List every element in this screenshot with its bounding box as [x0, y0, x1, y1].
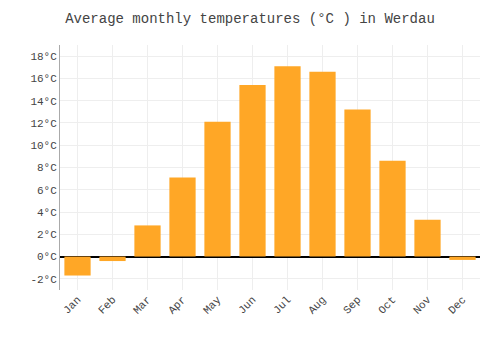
svg-text:-2°C: -2°C — [30, 274, 57, 286]
svg-text:Feb: Feb — [96, 294, 118, 316]
svg-text:16°C: 16°C — [30, 73, 57, 85]
svg-text:6°C: 6°C — [37, 185, 57, 197]
svg-text:Nov: Nov — [411, 294, 434, 317]
svg-text:Oct: Oct — [376, 294, 398, 316]
svg-text:Dec: Dec — [446, 294, 468, 316]
svg-text:Aug: Aug — [306, 294, 328, 316]
svg-text:Average monthly temperatures (: Average monthly temperatures (°C ) in We… — [65, 11, 435, 27]
svg-text:Jun: Jun — [236, 294, 258, 316]
svg-text:18°C: 18°C — [30, 51, 57, 63]
svg-text:8°C: 8°C — [37, 162, 57, 174]
svg-text:Sep: Sep — [341, 294, 363, 316]
svg-text:14°C: 14°C — [30, 96, 57, 108]
svg-text:Mar: Mar — [131, 294, 153, 316]
svg-text:Apr: Apr — [166, 294, 188, 316]
svg-text:10°C: 10°C — [30, 140, 57, 152]
svg-text:4°C: 4°C — [37, 207, 57, 219]
svg-text:12°C: 12°C — [30, 118, 57, 130]
svg-text:2°C: 2°C — [37, 229, 57, 241]
svg-text:Jul: Jul — [271, 294, 293, 316]
svg-text:Jan: Jan — [61, 294, 83, 316]
svg-text:May: May — [201, 294, 224, 317]
svg-text:0°C: 0°C — [37, 251, 57, 263]
